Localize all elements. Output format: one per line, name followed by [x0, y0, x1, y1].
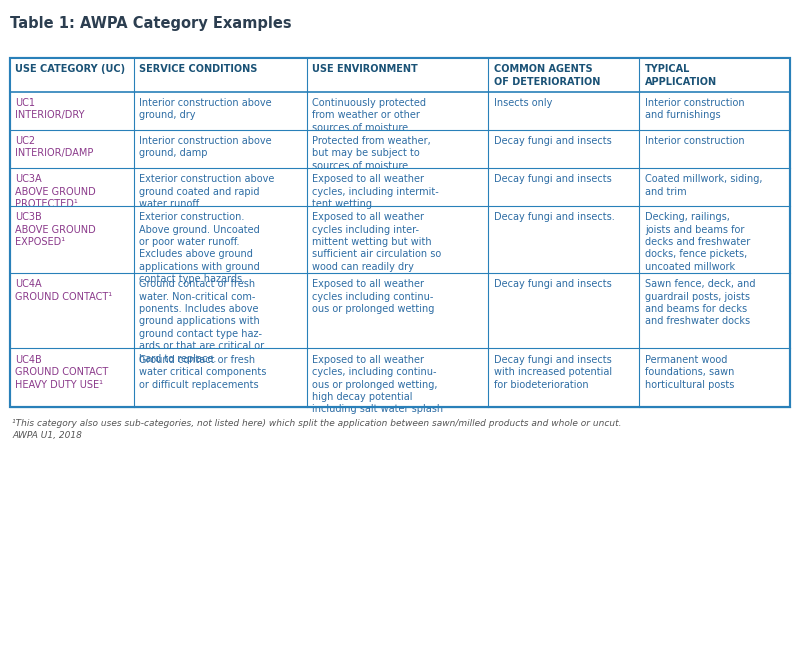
Text: Sawn fence, deck, and
guardrail posts, joists
and beams for decks
and freshwater: Sawn fence, deck, and guardrail posts, j…	[645, 279, 755, 326]
Text: Decay fungi and insects: Decay fungi and insects	[494, 174, 611, 184]
Text: TYPICAL
APPLICATION: TYPICAL APPLICATION	[645, 64, 717, 87]
Text: UC3B
ABOVE GROUND
EXPOSED¹: UC3B ABOVE GROUND EXPOSED¹	[15, 212, 96, 247]
Text: UC4B
GROUND CONTACT
HEAVY DUTY USE¹: UC4B GROUND CONTACT HEAVY DUTY USE¹	[15, 355, 109, 390]
Text: Continuously protected
from weather or other
sources of moisture: Continuously protected from weather or o…	[313, 98, 426, 133]
Text: Decay fungi and insects: Decay fungi and insects	[494, 279, 611, 290]
Text: COMMON AGENTS
OF DETERIORATION: COMMON AGENTS OF DETERIORATION	[494, 64, 600, 87]
Text: Exposed to all weather
cycles, including continu-
ous or prolonged wetting,
high: Exposed to all weather cycles, including…	[313, 355, 444, 414]
Bar	[10, 58, 790, 92]
Text: UC1
INTERIOR/DRY: UC1 INTERIOR/DRY	[15, 98, 85, 121]
Text: UC4A
GROUND CONTACT¹: UC4A GROUND CONTACT¹	[15, 279, 112, 302]
Text: Interior construction above
ground, dry: Interior construction above ground, dry	[139, 98, 272, 121]
Text: Exterior construction.
Above ground. Uncoated
or poor water runoff.
Excludes abo: Exterior construction. Above ground. Unc…	[139, 212, 260, 284]
Text: ¹This category also uses sub-categories, not listed here) which split the applic: ¹This category also uses sub-categories,…	[12, 419, 622, 440]
Text: UC2
INTERIOR/DAMP: UC2 INTERIOR/DAMP	[15, 136, 94, 159]
Text: Decay fungi and insects
with increased potential
for biodeterioration: Decay fungi and insects with increased p…	[494, 355, 612, 390]
Text: UC3A
ABOVE GROUND
PROTECTED¹: UC3A ABOVE GROUND PROTECTED¹	[15, 174, 96, 209]
Text: Ground contact or fresh
water. Non-critical com-
ponents. Includes above
ground : Ground contact or fresh water. Non-criti…	[139, 279, 265, 364]
Text: USE CATEGORY (UC): USE CATEGORY (UC)	[15, 64, 126, 75]
Bar	[10, 58, 790, 407]
Text: Interior construction
and furnishings: Interior construction and furnishings	[645, 98, 745, 121]
Text: Ground contact or fresh
water critical components
or difficult replacements: Ground contact or fresh water critical c…	[139, 355, 266, 390]
Text: Protected from weather,
but may be subject to
sources of moisture: Protected from weather, but may be subje…	[313, 136, 431, 171]
Text: Interior construction above
ground, damp: Interior construction above ground, damp	[139, 136, 272, 159]
Text: Decay fungi and insects.: Decay fungi and insects.	[494, 212, 614, 223]
Text: Insects only: Insects only	[494, 98, 552, 108]
Text: Exposed to all weather
cycles including inter-
mittent wetting but with
sufficie: Exposed to all weather cycles including …	[313, 212, 442, 272]
Text: SERVICE CONDITIONS: SERVICE CONDITIONS	[139, 64, 258, 75]
Bar	[10, 58, 790, 407]
Text: Decking, railings,
joists and beams for
decks and freshwater
docks, fence picket: Decking, railings, joists and beams for …	[645, 212, 750, 272]
Text: Coated millwork, siding,
and trim: Coated millwork, siding, and trim	[645, 174, 762, 197]
Text: Permanent wood
foundations, sawn
horticultural posts: Permanent wood foundations, sawn horticu…	[645, 355, 734, 390]
Text: Interior construction: Interior construction	[645, 136, 745, 146]
Text: USE ENVIRONMENT: USE ENVIRONMENT	[313, 64, 418, 75]
Text: Decay fungi and insects: Decay fungi and insects	[494, 136, 611, 146]
Text: Table 1: AWPA Category Examples: Table 1: AWPA Category Examples	[10, 16, 291, 31]
Text: Exposed to all weather
cycles, including intermit-
tent wetting: Exposed to all weather cycles, including…	[313, 174, 439, 209]
Text: Exposed to all weather
cycles including continu-
ous or prolonged wetting: Exposed to all weather cycles including …	[313, 279, 435, 314]
Text: Exterior construction above
ground coated and rapid
water runoff: Exterior construction above ground coate…	[139, 174, 274, 209]
